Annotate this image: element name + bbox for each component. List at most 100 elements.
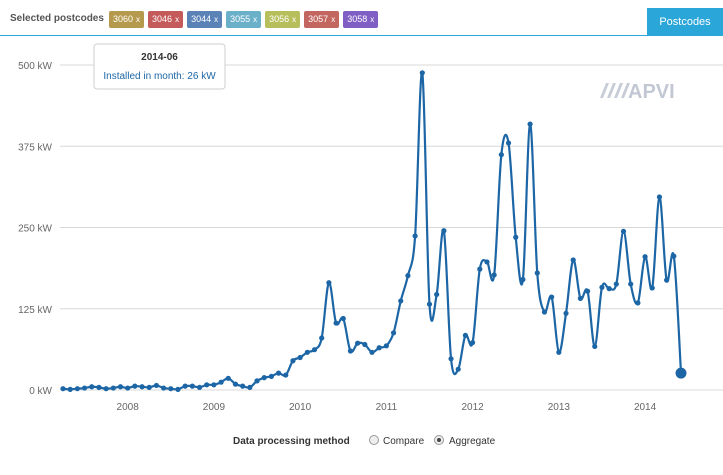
chip-remove-icon[interactable]: x [253,15,258,24]
data-point [333,320,339,326]
data-point [189,383,195,389]
data-point [434,291,440,298]
data-point [577,295,583,301]
data-point [592,343,598,350]
data-point [204,382,210,388]
data-point [290,358,296,364]
postcode-chip-3044[interactable]: 3044 x [187,11,223,28]
data-point [319,335,325,341]
postcode-chip-label: 3057 [308,14,329,24]
data-point [110,385,116,391]
chip-remove-icon[interactable]: x [292,15,297,24]
postcode-chip-3057[interactable]: 3057 x [304,11,340,28]
data-point [355,340,361,346]
data-point [470,339,476,346]
data-point [232,381,239,387]
data-point [132,383,138,389]
top-bar: Selected postcodes 3060 x 3046 x 3044 x 3055 x 3… [0,0,723,36]
postcode-chip-label: 3055 [230,14,251,24]
postcode-chip-label: 3056 [269,14,290,24]
processing-method-title: Data processing method [233,436,350,447]
data-point [599,284,605,290]
data-point [563,310,569,316]
data-point [240,383,246,389]
postcodes-tab-button[interactable]: Postcodes [647,8,723,36]
data-point [275,370,282,376]
data-point [455,366,461,372]
chip-remove-icon[interactable]: x [331,15,336,24]
data-point [211,382,217,388]
data-point [67,386,73,392]
data-point [340,315,346,322]
x-tick-label: 2009 [203,402,226,413]
data-point [534,270,540,276]
data-point [642,254,648,260]
data-point [405,273,411,279]
apvi-logo-stripe [614,83,623,98]
data-point [426,301,433,307]
data-point [441,228,447,234]
data-point [304,349,310,355]
x-tick-label: 2008 [117,402,140,413]
data-point [649,285,655,291]
x-tick-label: 2010 [289,402,312,413]
postcode-chip-3058[interactable]: 3058 x [343,11,379,28]
data-point [268,373,274,379]
compare-radio[interactable] [369,435,379,445]
data-point [556,349,562,355]
data-point [125,385,131,391]
data-point [96,384,102,390]
data-point [218,379,224,385]
postcode-chip-3056[interactable]: 3056 x [265,11,301,28]
data-point [60,386,66,392]
data-point [462,332,469,338]
x-tick-label: 2014 [634,402,657,413]
data-point [311,347,318,353]
data-point [520,276,526,283]
aggregate-radio[interactable] [434,435,444,445]
tooltip-title: 2014-06 [141,52,178,63]
data-point [513,234,519,240]
data-point [635,300,641,306]
data-point [369,349,375,355]
data-point [81,385,88,391]
chip-remove-icon[interactable]: x [136,15,141,24]
data-point [620,228,627,234]
data-point [161,385,167,391]
postcode-chip-3060[interactable]: 3060 x [109,11,145,28]
postcode-chip-label: 3058 [347,14,368,24]
compare-label[interactable]: Compare [383,436,425,447]
postcode-chip-3046[interactable]: 3046 x [148,11,184,28]
data-point [549,294,555,300]
data-point [383,343,389,349]
y-tick-label: 250 kW [18,224,52,235]
data-point [297,354,303,361]
data-point [491,272,497,278]
data-point [477,266,483,272]
tooltip-box [93,43,226,90]
postcode-chip-label: 3060 [113,14,134,24]
data-point [498,152,504,158]
x-tick-label: 2013 [548,402,571,413]
data-point [412,233,418,239]
y-tick-label: 375 kW [18,142,52,153]
data-point [419,70,425,76]
data-point [117,384,124,390]
installations-line-chart: 0 kW 125 kW 250 kW 375 kW 500 kW 2008 2009 2010… [18,43,723,413]
data-point [505,140,512,146]
data-point [168,386,174,392]
x-tick-label: 2011 [376,402,398,413]
chip-remove-icon[interactable]: x [370,15,375,24]
topbar-divider [0,35,723,36]
data-point [484,259,490,265]
data-point [103,386,109,392]
apvi-logo-stripe [600,83,609,98]
tooltip-text: Installed in month: 26 kW [103,71,216,82]
data-point [225,375,231,381]
data-point [448,356,454,362]
data-point [584,288,591,294]
chip-remove-icon[interactable]: x [214,15,219,24]
aggregate-label[interactable]: Aggregate [449,436,496,447]
chip-remove-icon[interactable]: x [175,15,180,24]
postcode-chip-3055[interactable]: 3055 x [226,11,262,28]
